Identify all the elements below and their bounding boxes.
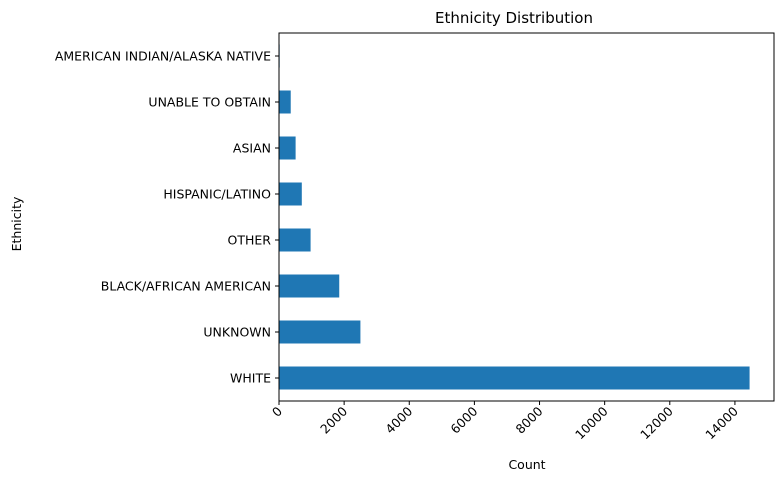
bar [279,90,291,114]
x-axis-label: Count [508,457,545,472]
bar [279,366,750,390]
chart-title: Ethnicity Distribution [435,9,593,27]
x-tick-label: 8000 [513,403,546,436]
bar [279,182,302,206]
x-tick-label: 10000 [572,403,611,442]
y-tick-label: ASIAN [233,141,271,156]
x-tick-label: 2000 [317,403,350,436]
y-tick-label: OTHER [228,233,272,248]
plot-frame [278,32,775,402]
x-tick-label: 14000 [702,403,741,442]
bar [279,228,311,252]
y-tick-label: UNABLE TO OBTAIN [148,95,271,110]
bar [279,136,296,160]
y-axis-ticks: WHITE UNKNOWN BLACK/AFRICAN AMERICAN OTHER H… [55,49,279,386]
x-tick-label: 4000 [382,403,415,436]
bar [279,274,340,298]
y-tick-label: BLACK/AFRICAN AMERICAN [101,279,271,294]
y-tick-label: UNKNOWN [203,325,271,340]
y-tick-label: WHITE [230,371,271,386]
x-tick-label: 6000 [447,403,480,436]
bar [279,320,361,344]
x-tick-label: 0 [269,403,285,419]
x-tick-label: 12000 [637,403,676,442]
y-axis-label: Ethnicity [9,196,24,251]
bars-group [279,44,750,390]
y-tick-label: AMERICAN INDIAN/ALASKA NATIVE [55,49,271,64]
y-tick-label: HISPANIC/LATINO [163,187,271,202]
x-axis-ticks: 0 2000 4000 6000 8000 10000 12000 14000 [269,401,741,442]
